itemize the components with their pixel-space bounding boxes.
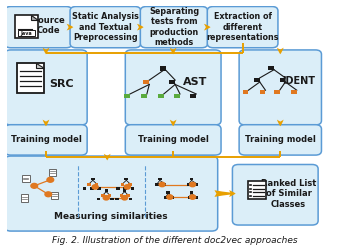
FancyBboxPatch shape: [207, 6, 278, 48]
Text: Training model: Training model: [11, 136, 81, 144]
Bar: [280, 78, 285, 82]
Bar: [95, 183, 98, 186]
Bar: [82, 187, 86, 190]
Bar: [122, 198, 125, 200]
Bar: [18, 30, 35, 36]
Bar: [291, 90, 297, 94]
Bar: [128, 183, 132, 186]
FancyBboxPatch shape: [125, 50, 221, 125]
Bar: [116, 187, 120, 190]
Bar: [17, 63, 44, 93]
FancyBboxPatch shape: [5, 125, 87, 155]
Bar: [90, 187, 93, 190]
Bar: [169, 80, 175, 84]
Text: Static Analysis
and Textual
Preprocessing: Static Analysis and Textual Preprocessin…: [72, 12, 139, 42]
Text: IDENT: IDENT: [282, 76, 315, 86]
Circle shape: [92, 185, 98, 189]
Bar: [274, 90, 280, 94]
Text: Fig. 2. Illustration of the different doc2vec approaches: Fig. 2. Illustration of the different do…: [52, 236, 298, 245]
Bar: [120, 194, 123, 196]
Circle shape: [189, 182, 196, 187]
FancyBboxPatch shape: [239, 125, 322, 155]
Bar: [124, 94, 130, 98]
Bar: [194, 196, 198, 198]
Polygon shape: [37, 63, 44, 68]
Bar: [167, 191, 170, 194]
Bar: [260, 90, 265, 94]
FancyBboxPatch shape: [140, 6, 208, 48]
Bar: [268, 66, 274, 70]
Bar: [254, 78, 260, 82]
Bar: [49, 169, 56, 176]
Bar: [20, 194, 28, 202]
Bar: [51, 192, 58, 199]
Circle shape: [31, 184, 38, 188]
FancyBboxPatch shape: [125, 125, 221, 155]
FancyBboxPatch shape: [239, 50, 322, 125]
Bar: [158, 178, 161, 180]
Bar: [125, 178, 128, 180]
Bar: [15, 15, 38, 38]
Bar: [123, 189, 126, 192]
Text: Measuring similarities: Measuring similarities: [55, 212, 168, 222]
Bar: [97, 187, 101, 190]
Text: Source
Code: Source Code: [32, 16, 65, 35]
Bar: [87, 183, 91, 186]
FancyBboxPatch shape: [70, 6, 141, 48]
Text: AST: AST: [183, 77, 207, 87]
Text: Extraction of
different
representations: Extraction of different representations: [206, 12, 279, 42]
Text: Ranked List
of Similar
Classes: Ranked List of Similar Classes: [261, 179, 316, 209]
Bar: [141, 94, 147, 98]
Bar: [174, 94, 180, 98]
Bar: [105, 189, 108, 192]
Text: Java: Java: [20, 31, 32, 36]
Bar: [155, 183, 159, 186]
Circle shape: [47, 178, 54, 182]
Bar: [121, 183, 125, 186]
Text: Training model: Training model: [138, 136, 209, 144]
Bar: [160, 66, 166, 70]
Text: Training model: Training model: [245, 136, 316, 144]
Bar: [190, 178, 194, 180]
Circle shape: [159, 182, 165, 187]
Circle shape: [122, 196, 128, 200]
Bar: [129, 198, 132, 200]
FancyBboxPatch shape: [5, 50, 87, 125]
Bar: [171, 196, 174, 198]
Bar: [131, 187, 135, 190]
Circle shape: [124, 185, 130, 189]
Circle shape: [167, 195, 173, 199]
Circle shape: [103, 196, 109, 200]
Bar: [110, 198, 114, 200]
Bar: [163, 183, 166, 186]
FancyBboxPatch shape: [233, 164, 318, 225]
Bar: [101, 194, 105, 196]
FancyBboxPatch shape: [5, 6, 72, 48]
Bar: [195, 183, 198, 186]
Circle shape: [189, 195, 196, 199]
Bar: [187, 183, 191, 186]
Polygon shape: [31, 15, 38, 20]
Text: SRC: SRC: [49, 79, 74, 89]
Bar: [164, 196, 167, 198]
Bar: [124, 187, 127, 190]
Bar: [91, 178, 95, 180]
Bar: [190, 94, 196, 98]
Bar: [97, 198, 100, 200]
Bar: [104, 198, 107, 200]
Bar: [188, 196, 191, 198]
Bar: [108, 194, 111, 196]
Bar: [243, 90, 248, 94]
Bar: [126, 194, 130, 196]
Bar: [22, 175, 30, 182]
Bar: [115, 198, 119, 200]
Text: Separating
tests from
production
methods: Separating tests from production methods: [149, 7, 199, 47]
Bar: [190, 191, 193, 194]
FancyBboxPatch shape: [5, 156, 218, 231]
Circle shape: [45, 192, 52, 197]
Bar: [143, 80, 149, 84]
Bar: [248, 181, 266, 200]
Bar: [158, 94, 164, 98]
